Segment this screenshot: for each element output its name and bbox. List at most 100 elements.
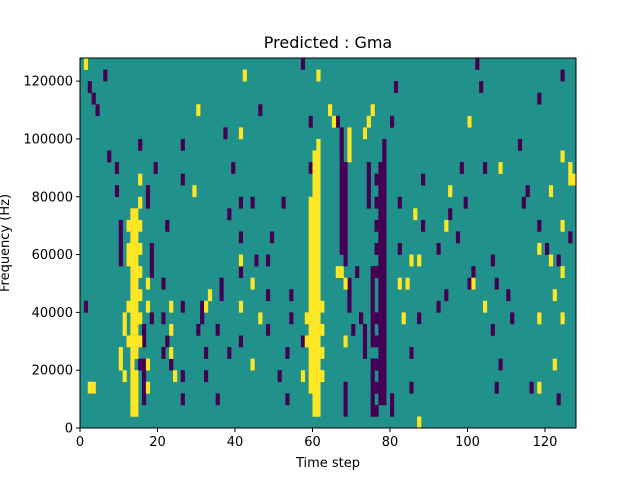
- heatmap-cell-high: [328, 104, 333, 117]
- heatmap-cell-low: [347, 289, 352, 302]
- heatmap-cell-high: [134, 243, 139, 255]
- heatmap-cell-low: [343, 162, 348, 174]
- heatmap-cell-high: [134, 323, 139, 336]
- heatmap-cell-high: [173, 370, 178, 383]
- heatmap-cell-high: [134, 300, 139, 313]
- heatmap-cell-low: [382, 162, 387, 174]
- heatmap-cell-low: [114, 162, 120, 174]
- heatmap-cell-low: [374, 335, 379, 348]
- heatmap-cell-high: [312, 393, 317, 406]
- heatmap-cell-low: [374, 243, 379, 255]
- heatmap-cell-high: [548, 254, 554, 267]
- heatmap-cell-high: [126, 335, 131, 348]
- heatmap-cell-low: [285, 393, 290, 406]
- heatmap-cell-low: [444, 289, 449, 302]
- heatmap-cell-high: [308, 243, 313, 255]
- heatmap-cell-low: [266, 254, 271, 267]
- heatmap-cell-low: [537, 219, 542, 232]
- heatmap-cell-low: [339, 150, 344, 163]
- heatmap-cell-low: [374, 173, 379, 186]
- heatmap-cell-low: [455, 231, 461, 244]
- heatmap-cell-low: [339, 208, 344, 221]
- heatmap-cell-high: [87, 381, 92, 394]
- heatmap-cell-low: [269, 231, 275, 244]
- heatmap-cell-low: [165, 219, 170, 232]
- heatmap-cell-low: [545, 243, 550, 255]
- heatmap-cell-low: [382, 173, 387, 186]
- heatmap-cell-low: [382, 243, 387, 255]
- heatmap-cell-high: [134, 312, 139, 325]
- heatmap-cell-low: [308, 162, 313, 174]
- heatmap-cell-low: [277, 370, 282, 383]
- heatmap-cell-low: [494, 381, 499, 394]
- heatmap-cell-high: [444, 219, 449, 232]
- y-axis-label: Frequency (Hz): [0, 194, 13, 292]
- heatmap-cell-high: [126, 219, 131, 232]
- heatmap-cell-low: [227, 347, 232, 359]
- heatmap-cell-low: [227, 208, 232, 221]
- heatmap-cell-low: [378, 358, 383, 371]
- heatmap-cell-high: [312, 370, 317, 383]
- heatmap-cell-high: [331, 115, 337, 128]
- heatmap-cell-low: [180, 138, 185, 151]
- heatmap-cell-low: [498, 358, 503, 371]
- heatmap-cell-low: [118, 219, 123, 232]
- heatmap-cell-low: [378, 219, 383, 232]
- heatmap-cell-high: [134, 393, 139, 406]
- heatmap-cell-low: [339, 173, 344, 186]
- heatmap-cell-low: [362, 323, 368, 336]
- heatmap-cell-high: [122, 370, 127, 383]
- heatmap-cell-high: [145, 300, 151, 313]
- chart-title: Predicted : Gma: [264, 33, 392, 52]
- heatmap-cell-high: [250, 277, 255, 290]
- heatmap-cell-low: [219, 289, 224, 302]
- heatmap-cell-low: [281, 196, 286, 209]
- y-axis-ticks: 0 20000 40000 60000 80000 100000 120000: [23, 75, 80, 437]
- heatmap-cell-high: [238, 300, 244, 313]
- heatmap-cell-high: [483, 300, 488, 313]
- heatmap-cell-low: [378, 208, 383, 221]
- heatmap-cell-high: [312, 231, 317, 244]
- heatmap-cell-high: [130, 370, 135, 383]
- heatmap-cell-low: [374, 219, 379, 232]
- heatmap-cell-high: [320, 370, 325, 383]
- y-tick-label: 60000: [32, 248, 73, 263]
- heatmap-cell-low: [149, 254, 154, 267]
- heatmap-cell-high: [134, 208, 139, 221]
- heatmap-cell-high: [320, 323, 325, 336]
- heatmap-cell-low: [421, 173, 426, 186]
- x-tick-label: 120: [533, 435, 558, 450]
- heatmap-cell-low: [351, 323, 356, 336]
- heatmap-cell-low: [118, 254, 123, 267]
- heatmap-cell-low: [285, 347, 290, 359]
- heatmap-cell-low: [339, 231, 344, 244]
- heatmap-cell-high: [130, 254, 135, 267]
- heatmap-cell-low: [149, 266, 154, 278]
- heatmap-cell-high: [207, 289, 213, 302]
- heatmap-cell-low: [517, 138, 523, 151]
- heatmap-cell-low: [335, 115, 340, 128]
- heatmap-cell-low: [378, 300, 383, 313]
- heatmap-cell-high: [366, 115, 371, 128]
- heatmap-cell-high: [362, 127, 368, 140]
- heatmap-cell-low: [161, 277, 166, 290]
- heatmap-cell-high: [312, 381, 317, 394]
- heatmap-cell-high: [316, 266, 321, 278]
- heatmap-cell-high: [308, 277, 313, 290]
- heatmap-cell-high: [122, 323, 127, 336]
- y-tick-label: 0: [65, 422, 73, 437]
- heatmap-cell-low: [378, 347, 383, 359]
- heatmap-cell-high: [347, 127, 352, 140]
- heatmap-cell-high: [316, 312, 321, 325]
- heatmap-cell-high: [134, 266, 139, 278]
- heatmap-cell-low: [142, 335, 147, 348]
- heatmap-cell-high: [126, 243, 131, 255]
- heatmap-cell-low: [370, 289, 375, 302]
- heatmap-cell-high: [316, 219, 321, 232]
- heatmap-cell-low: [390, 404, 395, 417]
- heatmap-cell-low: [339, 162, 344, 174]
- heatmap-cell-low: [343, 173, 348, 186]
- heatmap-cell-high: [409, 254, 414, 267]
- heatmap-cell-low: [370, 312, 375, 325]
- heatmap-cell-high: [316, 208, 321, 221]
